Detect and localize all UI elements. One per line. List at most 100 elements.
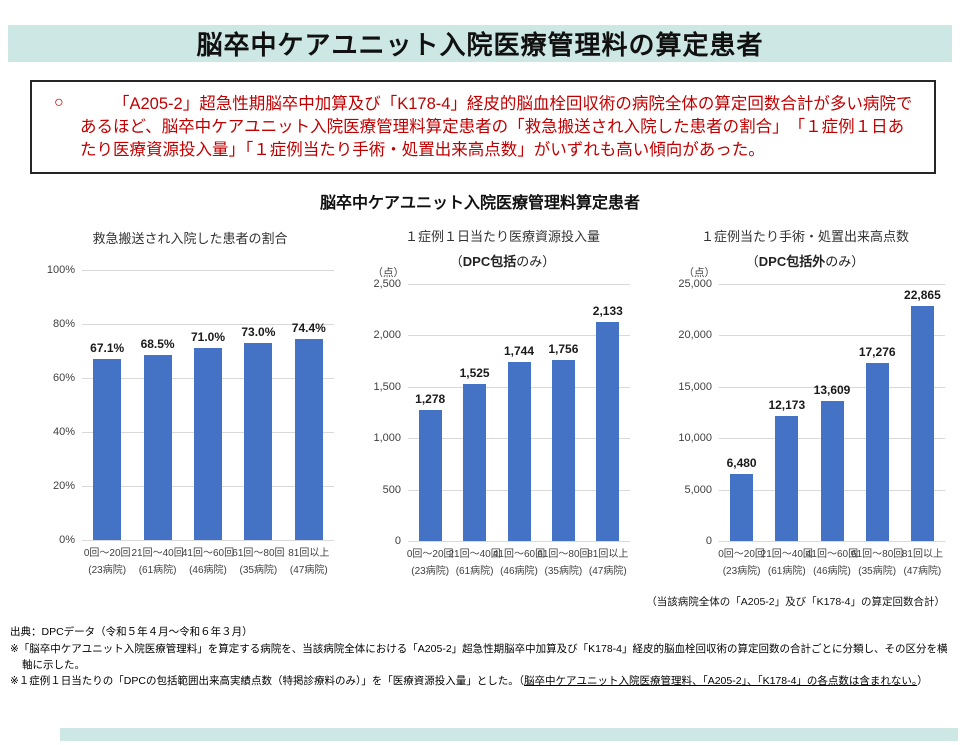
- summary-text: 「A205-2」超急性期脳卒中加算及び「K178-4」経皮的脳血栓回収術の病院全…: [80, 95, 913, 159]
- x-category-range: 0回～20回: [83, 548, 131, 560]
- x-category-label: 81回以上 (47病院): [288, 545, 329, 579]
- chart-note-holder: （当該病院全体の「A205-2」及び「K178-4」の算定回数合計）: [646, 594, 945, 610]
- y-axis-tick-label: 0: [394, 535, 401, 548]
- bullet-circle-icon: ○: [54, 94, 64, 111]
- x-category-hospital-count: (47病院): [289, 565, 328, 577]
- bar: [910, 306, 934, 542]
- x-category-label: 41回～60回 (46病院): [493, 546, 545, 580]
- chart-title: 救急搬送され入院した患者の割合: [92, 231, 288, 247]
- x-category-hospital-count: (47病院): [903, 566, 942, 578]
- x-category-label: 0回～20回 (23病院): [84, 545, 131, 579]
- x-category-hospital-count: (46病院): [189, 565, 227, 577]
- x-category-label: 81回以上 (47病院): [902, 546, 943, 580]
- x-category-range: 0回～20回: [406, 549, 454, 561]
- x-category-label: 21回～40回 (61病院): [761, 546, 813, 580]
- gridline: [82, 324, 334, 326]
- y-axis-tick-label: 20%: [52, 480, 75, 493]
- x-category-label: 81回以上 (47病院): [587, 546, 628, 580]
- bar-value-label: 13,609: [813, 383, 851, 398]
- y-axis-tick-label: 0: [705, 535, 712, 548]
- bar: [294, 339, 323, 541]
- bar-value-label: 68.5%: [140, 337, 175, 352]
- chart-resource-input-per-day: １症例１日当たり医療資源投入量 （DPC包括のみ） （点） 0 500 1,000 1…: [350, 220, 655, 610]
- header-band: 脳卒中ケアユニット入院医療管理料の算定患者: [8, 25, 952, 62]
- bar-value-label: 17,276: [858, 345, 896, 360]
- chart-subtitle: （DPC包括外のみ）: [745, 254, 865, 270]
- plot-area: 0 5,000 10,000 15,000 20,000 25,000 6,480 12,17…: [678, 278, 945, 547]
- bar: [418, 410, 442, 542]
- x-category-hospital-count: (23病院): [88, 565, 127, 577]
- x-category-hospital-count: (23病院): [722, 566, 761, 578]
- gridline: [408, 284, 630, 286]
- x-category-hospital-count: (35病院): [544, 566, 583, 578]
- y-axis-tick-label: 15,000: [678, 381, 712, 394]
- charts-row: 救急搬送され入院した患者の割合 0% 20% 40% 60% 80% 100% 67.1% 6…: [30, 220, 960, 610]
- x-category-range: 21回～40回: [760, 549, 813, 561]
- y-axis-tick-label: 60%: [52, 372, 75, 385]
- bar-value-label: 1,278: [415, 392, 446, 407]
- bar-value-label: 71.0%: [190, 330, 226, 345]
- x-axis-labels: 0回～20回 (23病院) 21回～40回 (61病院) 41回～60回 (46病院) 61…: [406, 546, 630, 590]
- bar-value-label: 67.1%: [90, 341, 125, 356]
- plot-wrap: （点） 0 5,000 10,000 15,000 20,000 25,000 6,480 1…: [646, 267, 945, 610]
- chart-head: １症例当たり手術・処置出来高点数 （DPC包括外のみ）: [655, 220, 955, 284]
- x-axis-labels: 0回～20回 (23病院) 21回～40回 (61病院) 41回～60回 (46病院) 61…: [82, 545, 334, 589]
- bar-value-label: 74.4%: [291, 321, 326, 336]
- x-category-label: 61回～80回 (35病院): [232, 545, 284, 579]
- x-category-hospital-count: (61病院): [138, 565, 177, 577]
- x-category-label: 61回～80回 (35病院): [851, 546, 903, 580]
- x-category-hospital-count: (47病院): [588, 566, 627, 578]
- y-axis-tick-label: 10,000: [678, 432, 712, 445]
- chart-title: １症例１日当たり医療資源投入量: [404, 229, 600, 245]
- plot-area: 0% 20% 40% 60% 80% 100% 67.1% 68.5% 71.0% 73.0% 74…: [47, 264, 334, 546]
- x-category-label: 41回～60回 (46病院): [806, 546, 858, 580]
- x-category-hospital-count: (61病院): [455, 566, 494, 578]
- summary-box: ○ 「A205-2」超急性期脳卒中加算及び「K178-4」経皮的脳血栓回収術の病…: [30, 80, 936, 175]
- x-category-range: 41回～60回: [805, 549, 859, 561]
- x-category-range: 81回以上: [587, 549, 629, 561]
- chart-emergency-transport-ratio: 救急搬送され入院した患者の割合 0% 20% 40% 60% 80% 100% 67.1% 6…: [30, 220, 350, 610]
- bar: [820, 401, 844, 542]
- x-category-range: 41回～60回: [181, 548, 235, 560]
- bar: [775, 416, 799, 542]
- bar-value-label: 22,865: [904, 288, 941, 303]
- plot-wrap: 0% 20% 40% 60% 80% 100% 67.1% 68.5% 71.0% 73.0% 74…: [47, 264, 334, 589]
- x-category-hospital-count: (35病院): [858, 566, 897, 578]
- y-axis-tick-label: 1,000: [373, 432, 401, 445]
- bar-value-label: 1,756: [548, 342, 579, 357]
- y-axis-tick-label: 500: [382, 484, 401, 497]
- x-category-hospital-count: (46病院): [500, 566, 538, 578]
- footnotes: 出典：DPCデータ（令和５年４月～令和６年３月） ※「脳卒中ケアユニット入院医療…: [10, 624, 952, 689]
- x-category-range: 41回～60回: [492, 549, 546, 561]
- y-axis-tick-label: 80%: [52, 318, 75, 331]
- bar: [463, 384, 487, 542]
- bar: [507, 362, 531, 542]
- chart-subtitle: （DPC包括のみ）: [449, 254, 556, 270]
- x-category-range: 0回～20回: [718, 549, 765, 561]
- x-category-label: 21回～40回 (61病院): [448, 546, 500, 580]
- chart-head: １症例１日当たり医療資源投入量 （DPC包括のみ）: [350, 220, 655, 284]
- x-category-hospital-count: (23病院): [411, 566, 450, 578]
- gridline: [82, 270, 334, 272]
- y-axis-tick-label: 1,500: [373, 381, 401, 394]
- gridline: [719, 387, 945, 389]
- gridline: [719, 335, 945, 337]
- x-category-hospital-count: (46病院): [813, 566, 851, 578]
- bottom-accent-band: [60, 728, 958, 741]
- x-category-label: 21回～40回 (61病院): [131, 545, 183, 579]
- x-category-label: 0回～20回 (23病院): [718, 546, 765, 580]
- chart-head: 救急搬送され入院した患者の割合: [30, 220, 350, 270]
- x-category-label: 61回～80回 (35病院): [537, 546, 589, 580]
- y-axis-tick-label: 0%: [59, 534, 75, 547]
- bar-value-label: 6,480: [726, 456, 757, 471]
- gridline: [82, 540, 334, 542]
- y-axis-tick-label: 5,000: [684, 484, 712, 497]
- bar-value-label: 2,133: [592, 304, 623, 319]
- plot-wrap: （点） 0 500 1,000 1,500 2,000 2,500 1,278 1,525 1,…: [373, 267, 630, 590]
- bar: [596, 322, 620, 542]
- x-category-range: 61回～80回: [537, 549, 590, 561]
- y-axis-tick-label: 2,500: [373, 278, 401, 291]
- gridline: [719, 284, 945, 286]
- bar: [143, 355, 172, 541]
- x-category-range: 61回～80回: [232, 548, 285, 560]
